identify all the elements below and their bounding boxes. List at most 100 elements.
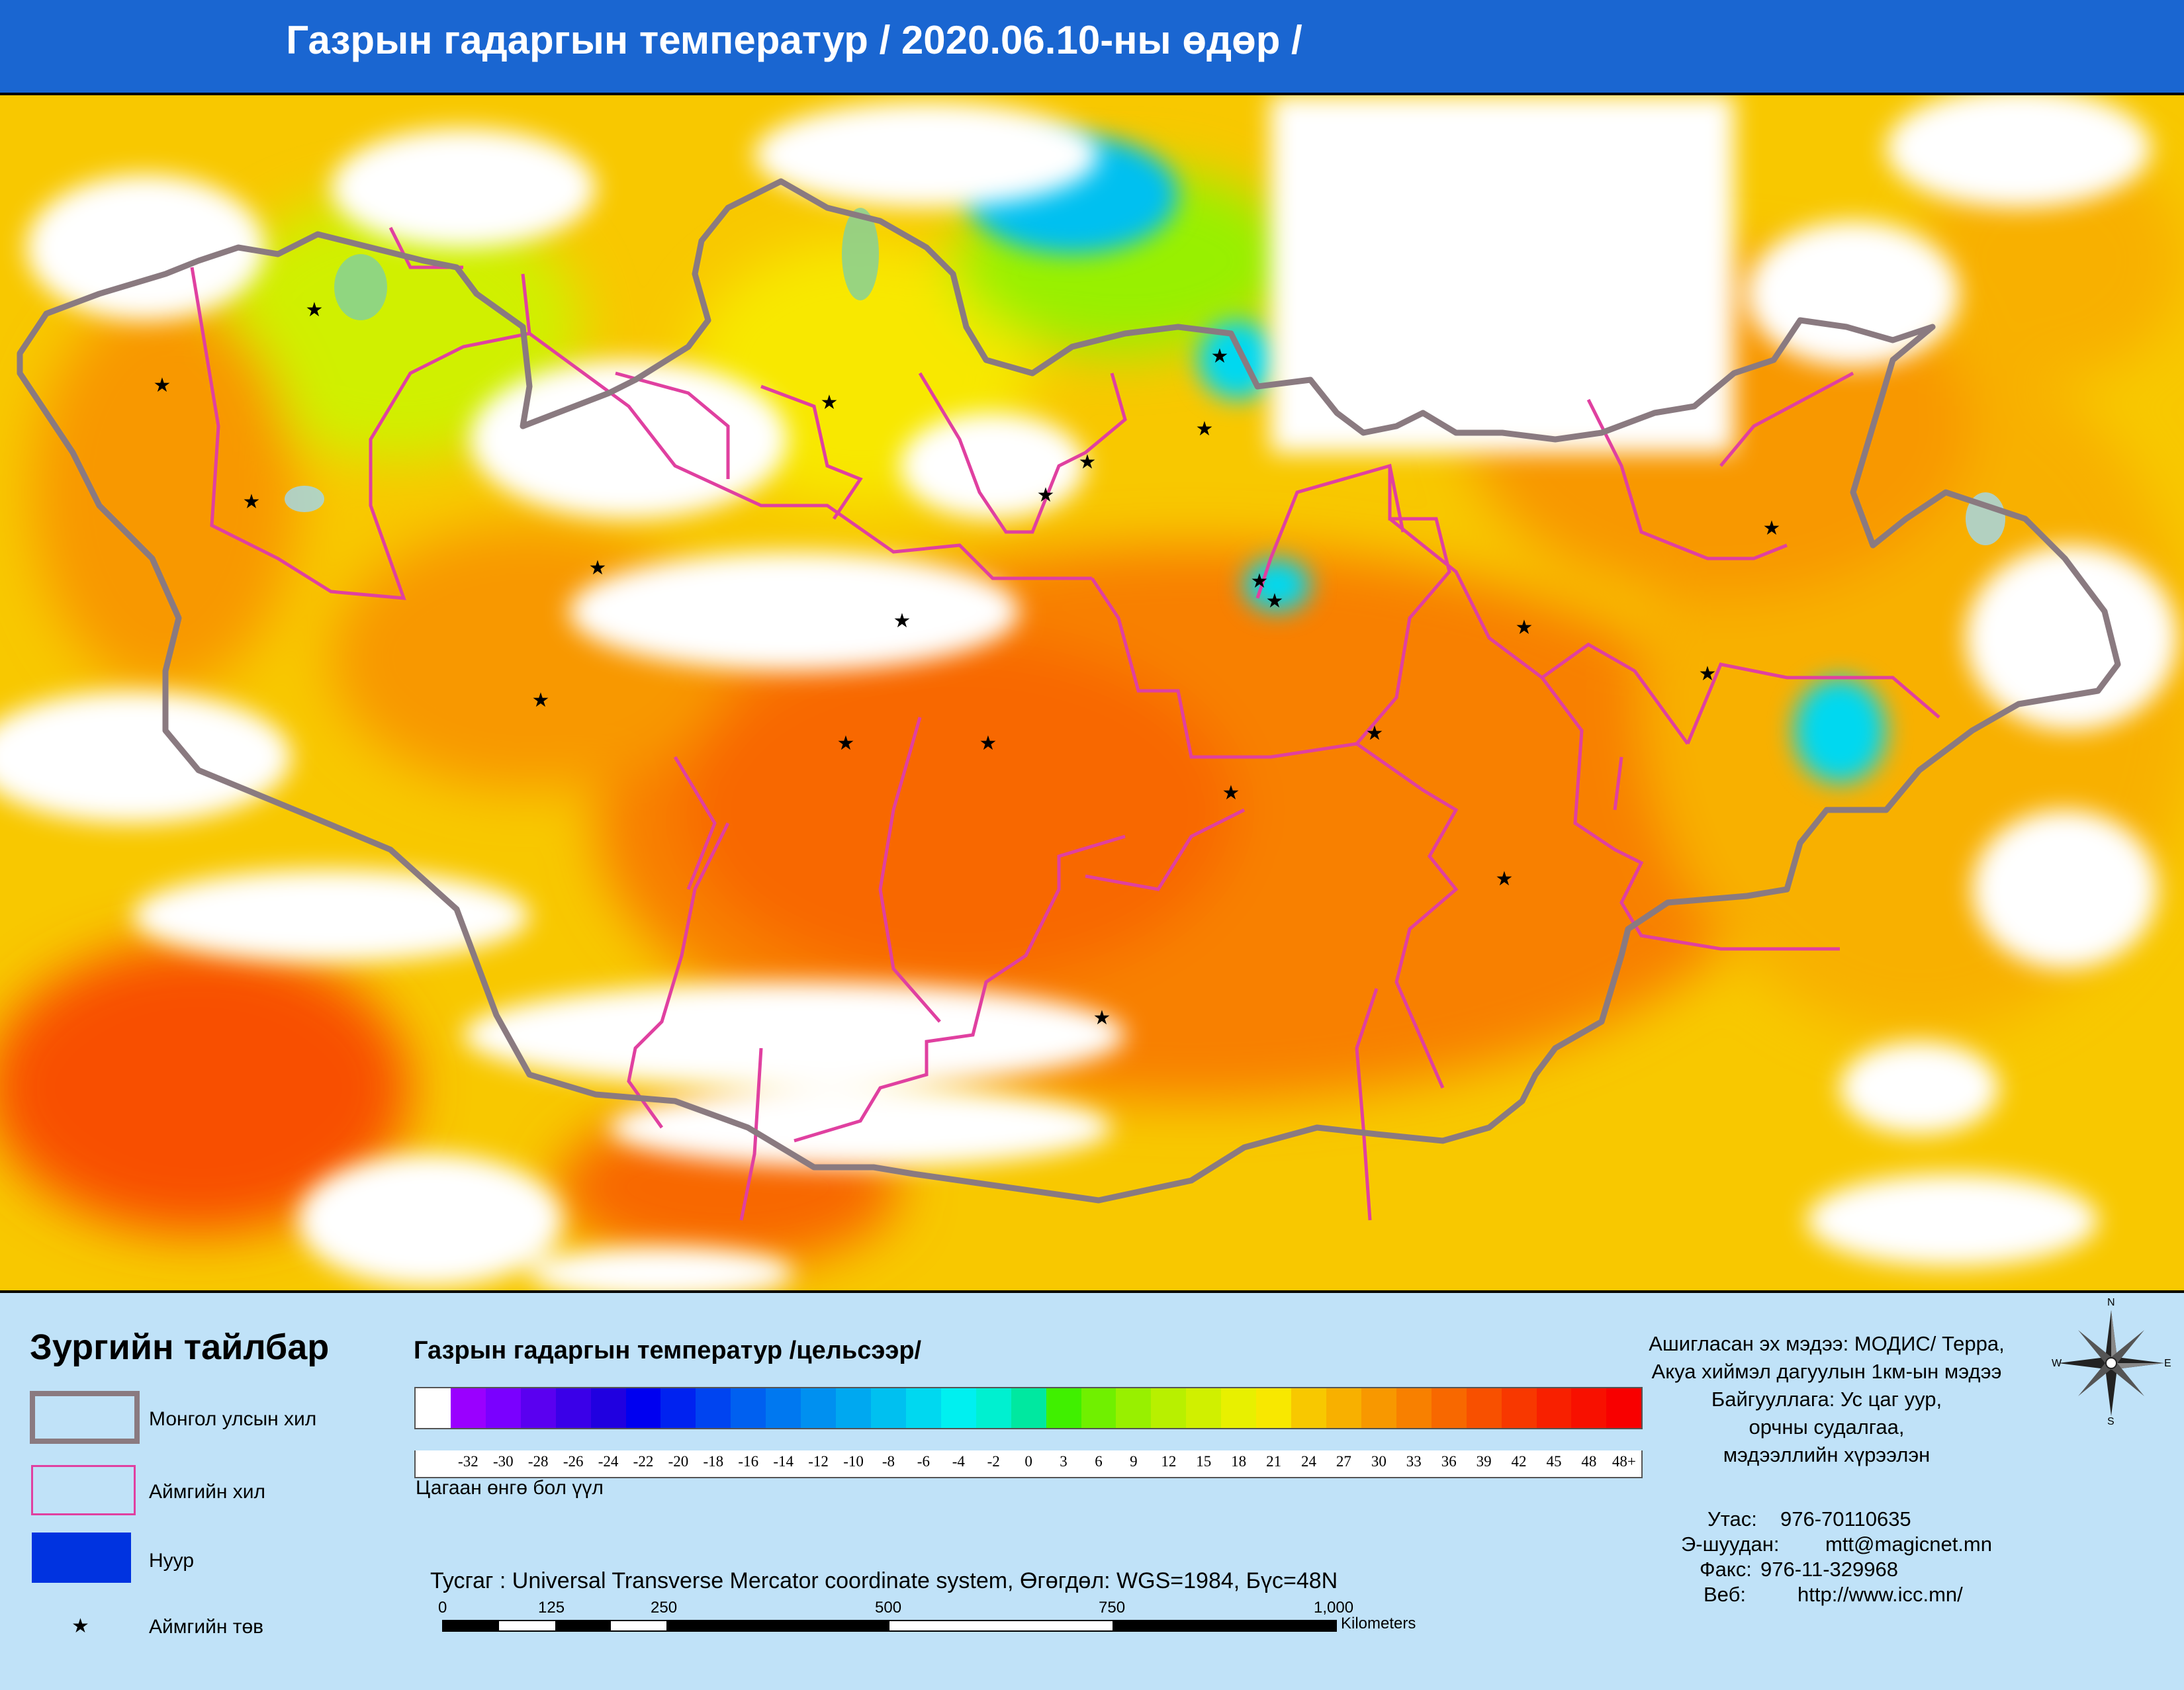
color-scale-tick-label: 27 (1336, 1453, 1351, 1470)
color-scale-swatch (836, 1388, 871, 1428)
color-scale-swatch (1536, 1388, 1572, 1428)
web-value[interactable]: http://www.icc.mn/ (1797, 1583, 1963, 1606)
map-title: Газрын гадаргын температур / 2020.06.10-… (286, 18, 1302, 62)
color-scale-swatch (625, 1388, 661, 1428)
province-centre-star: ★ (306, 298, 324, 322)
color-scale-swatch (450, 1388, 486, 1428)
color-scale-swatch (1256, 1388, 1292, 1428)
scale-label-750: 750 (1099, 1599, 1126, 1617)
source-line: Байгууллага: Ус цаг уур, (1711, 1388, 1942, 1411)
compass-rose-icon: N S W E (2052, 1297, 2171, 1429)
color-scale-swatch (1011, 1388, 1046, 1428)
color-scale-swatch (1466, 1388, 1502, 1428)
color-scale-tick-label: -30 (492, 1453, 514, 1470)
color-scale-swatch (940, 1388, 976, 1428)
color-scale-tick-label: 9 (1130, 1453, 1138, 1470)
color-scale-swatch (801, 1388, 837, 1428)
national-border (17, 178, 2121, 1204)
cloud-cover (0, 95, 2177, 1290)
email-label: Э-шуудан: (1681, 1533, 1780, 1556)
color-scale-swatch (1046, 1388, 1081, 1428)
province-centre-star: ★ (1516, 616, 1533, 639)
color-scale-swatch (1151, 1388, 1187, 1428)
source-line: Акуа хиймэл дагуулын 1км-ын мэдээ (1651, 1360, 2002, 1383)
color-scale-tick-label: -32 (458, 1453, 478, 1470)
color-scale-tick-label: 30 (1371, 1453, 1387, 1470)
scale-label-0: 0 (438, 1599, 447, 1617)
compass-e: E (2164, 1358, 2171, 1369)
web-label: Веб: (1704, 1583, 1746, 1606)
province-centre-star: ★ (821, 391, 839, 414)
color-scale-swatch (1361, 1388, 1396, 1428)
color-scale-tick-label: 3 (1060, 1453, 1068, 1470)
color-scale-swatch (1081, 1388, 1116, 1428)
province-borders (190, 226, 1940, 1221)
color-scale-tick-label: 39 (1476, 1453, 1492, 1470)
color-scale-tick-label: -18 (703, 1453, 724, 1470)
color-scale-tick-label: 0 (1024, 1453, 1032, 1470)
distance-scale-bar (442, 1620, 1337, 1632)
source-block: Ашигласан эх мэдээ: МОДИС/ Терра, Акуа х… (1588, 1330, 2065, 1469)
legend-heading: Зургийн тайлбар (30, 1327, 330, 1367)
province-centre-star: ★ (1266, 590, 1284, 613)
scale-label-125: 125 (538, 1599, 565, 1617)
color-scale-tick-label: -24 (598, 1453, 619, 1470)
phone-label: Утас: (1707, 1507, 1757, 1531)
color-scale-swatch (1116, 1388, 1152, 1428)
color-scale-tick-label: 12 (1161, 1453, 1177, 1470)
province-centre-star: ★ (1763, 517, 1781, 540)
national-border-symbol (30, 1391, 140, 1444)
compass-s: S (2107, 1416, 2115, 1427)
province-centre-star: ★ (979, 732, 997, 755)
fax-label: Факс: (1700, 1558, 1752, 1581)
compass-n: N (2107, 1297, 2115, 1308)
province-border-symbol (31, 1465, 136, 1515)
phone-value: 976-70110635 (1780, 1507, 1911, 1531)
cloud-note: Цагаан өнгө бол үүл (416, 1477, 604, 1499)
color-scale-swatch (1221, 1388, 1257, 1428)
province-centre-star: ★ (1196, 418, 1214, 441)
province-centre-star: ★ (154, 374, 171, 397)
national-border-label: Монгол улсын хил (149, 1408, 317, 1430)
source-line: орчны судалгаа, (1749, 1415, 1905, 1439)
color-scale-swatch (1396, 1388, 1432, 1428)
color-scale-swatch (555, 1388, 591, 1428)
color-scale-tick-label: -12 (808, 1453, 829, 1470)
province-centre-star: ★ (243, 490, 261, 513)
color-scale-swatch (1326, 1388, 1361, 1428)
color-scale-tick-label: -28 (527, 1453, 549, 1470)
color-scale-swatch (696, 1388, 731, 1428)
province-centre-label: Аймгийн төв (149, 1616, 264, 1638)
email-value[interactable]: mtt@magicnet.mn (1825, 1533, 1992, 1556)
color-scale-swatch (1186, 1388, 1222, 1428)
province-centre-star: ★ (1211, 345, 1229, 368)
scale-label-250: 250 (651, 1599, 678, 1617)
province-centre-star: ★ (1037, 484, 1055, 507)
color-scale-swatch (1606, 1388, 1642, 1428)
province-centre-symbol: ★ (71, 1615, 89, 1638)
source-line: Ашигласан эх мэдээ: МОДИС/ Терра, (1649, 1332, 2005, 1355)
source-line: мэдээллийн хүрээлэн (1723, 1443, 1931, 1466)
province-centre-star: ★ (1496, 867, 1514, 891)
color-scale-tick-label: 48+ (1612, 1453, 1636, 1470)
color-scale-tick-label: 15 (1196, 1453, 1212, 1470)
color-scale-tick-label: -8 (882, 1453, 895, 1470)
scale-label-500: 500 (875, 1599, 902, 1617)
fax-value: 976-11-329968 (1760, 1558, 1898, 1581)
lake-label: Нуур (149, 1550, 195, 1572)
color-scale-swatch (660, 1388, 696, 1428)
color-scale-labels: -32 -30 -28 -26 -24 -22 -20 -18 -16 -14 -12 -10 -8 -6… (414, 1450, 1643, 1478)
color-scale-swatch (905, 1388, 941, 1428)
compass-w: W (2052, 1358, 2062, 1369)
province-centre-star: ★ (589, 556, 607, 580)
color-scale-tick-label: 6 (1095, 1453, 1103, 1470)
color-scale-tick-label: 48 (1581, 1453, 1597, 1470)
color-scale-tick-label: -16 (738, 1453, 759, 1470)
province-centre-star: ★ (532, 689, 550, 712)
color-scale-tick-label: -26 (563, 1453, 584, 1470)
color-scale-tick-label: -20 (668, 1453, 689, 1470)
lake-symbol (32, 1533, 131, 1583)
color-scale-tick-label: -6 (917, 1453, 930, 1470)
province-centre-star: ★ (893, 609, 911, 633)
color-scale-swatch (766, 1388, 801, 1428)
